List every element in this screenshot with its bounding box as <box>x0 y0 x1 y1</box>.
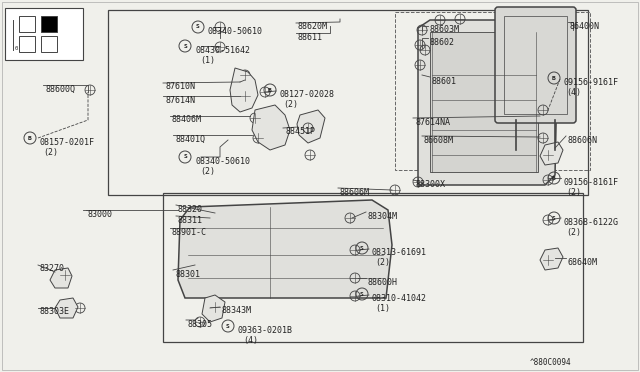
Text: 68640M: 68640M <box>568 258 598 267</box>
Text: 09363-0201B: 09363-0201B <box>238 326 293 335</box>
Text: S: S <box>183 44 187 48</box>
Text: S: S <box>196 25 200 29</box>
Text: 86400N: 86400N <box>570 22 600 31</box>
Text: B: B <box>28 135 32 141</box>
Text: ^880C0094: ^880C0094 <box>530 358 572 367</box>
Text: 88600Q: 88600Q <box>45 85 75 94</box>
Bar <box>108 10 588 195</box>
Text: 08310-41042: 08310-41042 <box>371 294 426 303</box>
Polygon shape <box>540 248 563 270</box>
Text: (2): (2) <box>200 167 215 176</box>
Text: 87614N: 87614N <box>165 96 195 105</box>
Text: 88601: 88601 <box>432 77 457 86</box>
Bar <box>395 12 590 170</box>
Text: S: S <box>226 324 230 328</box>
Text: 88304M: 88304M <box>368 212 398 221</box>
Text: 88606N: 88606N <box>568 136 598 145</box>
Polygon shape <box>252 105 290 150</box>
Bar <box>163 193 583 342</box>
Polygon shape <box>230 68 258 112</box>
Text: S: S <box>360 246 364 250</box>
Text: (4): (4) <box>566 88 581 97</box>
Bar <box>430 32 538 172</box>
Text: 88606M: 88606M <box>340 188 370 197</box>
Text: B: B <box>268 87 272 93</box>
Text: 87610N: 87610N <box>165 82 195 91</box>
Text: 08157-0201F: 08157-0201F <box>40 138 95 147</box>
Text: 87614NA: 87614NA <box>415 118 450 127</box>
Text: 88603M: 88603M <box>430 25 460 34</box>
Text: B: B <box>552 76 556 80</box>
Text: 08313-61691: 08313-61691 <box>371 248 426 257</box>
Text: (1): (1) <box>375 304 390 313</box>
Polygon shape <box>178 200 392 298</box>
Bar <box>41 36 57 52</box>
Text: S: S <box>552 215 556 221</box>
Bar <box>504 16 567 114</box>
Text: 88303E: 88303E <box>40 307 70 316</box>
Text: 88320: 88320 <box>178 205 203 214</box>
Text: (4): (4) <box>243 336 258 345</box>
Text: 83270: 83270 <box>40 264 65 273</box>
Text: S: S <box>360 292 364 296</box>
Text: 09156-8161F: 09156-8161F <box>563 178 618 187</box>
Text: (2): (2) <box>566 228 581 237</box>
Text: 88305: 88305 <box>188 320 213 329</box>
Text: 08127-02028: 08127-02028 <box>280 90 335 99</box>
Text: (2): (2) <box>375 258 390 267</box>
Text: (2): (2) <box>566 188 581 197</box>
Polygon shape <box>418 20 558 185</box>
Bar <box>41 16 57 32</box>
Text: 88301: 88301 <box>175 270 200 279</box>
Text: 88311: 88311 <box>178 216 203 225</box>
Polygon shape <box>297 110 325 143</box>
Text: 08340-50610: 08340-50610 <box>208 27 263 36</box>
Text: 88901-C: 88901-C <box>172 228 207 237</box>
Text: 08430-51642: 08430-51642 <box>195 46 250 55</box>
FancyBboxPatch shape <box>495 7 576 123</box>
Polygon shape <box>202 295 225 322</box>
Text: S: S <box>183 154 187 160</box>
Text: 88406M: 88406M <box>172 115 202 124</box>
Polygon shape <box>540 142 563 165</box>
Text: (2): (2) <box>283 100 298 109</box>
Text: B: B <box>552 176 556 180</box>
Bar <box>19 36 35 52</box>
Text: 88343M: 88343M <box>222 306 252 315</box>
Polygon shape <box>55 298 78 318</box>
Text: 88602: 88602 <box>430 38 455 47</box>
Text: 88600H: 88600H <box>368 278 398 287</box>
Text: 88300X: 88300X <box>415 180 445 189</box>
Text: 0: 0 <box>15 46 19 51</box>
Text: (2): (2) <box>43 148 58 157</box>
Text: 88620M: 88620M <box>298 22 328 31</box>
Text: 08368-6122G: 08368-6122G <box>563 218 618 227</box>
Text: 88451P: 88451P <box>285 127 315 136</box>
Text: 88401Q: 88401Q <box>175 135 205 144</box>
Text: 08340-50610: 08340-50610 <box>195 157 250 166</box>
Bar <box>19 16 35 32</box>
Polygon shape <box>50 268 72 288</box>
Bar <box>5 8 83 60</box>
Text: 86608M: 86608M <box>424 136 454 145</box>
Text: 88611: 88611 <box>298 33 323 42</box>
Text: 09156-9161F: 09156-9161F <box>563 78 618 87</box>
Text: 83000: 83000 <box>88 210 113 219</box>
Text: (1): (1) <box>200 56 215 65</box>
